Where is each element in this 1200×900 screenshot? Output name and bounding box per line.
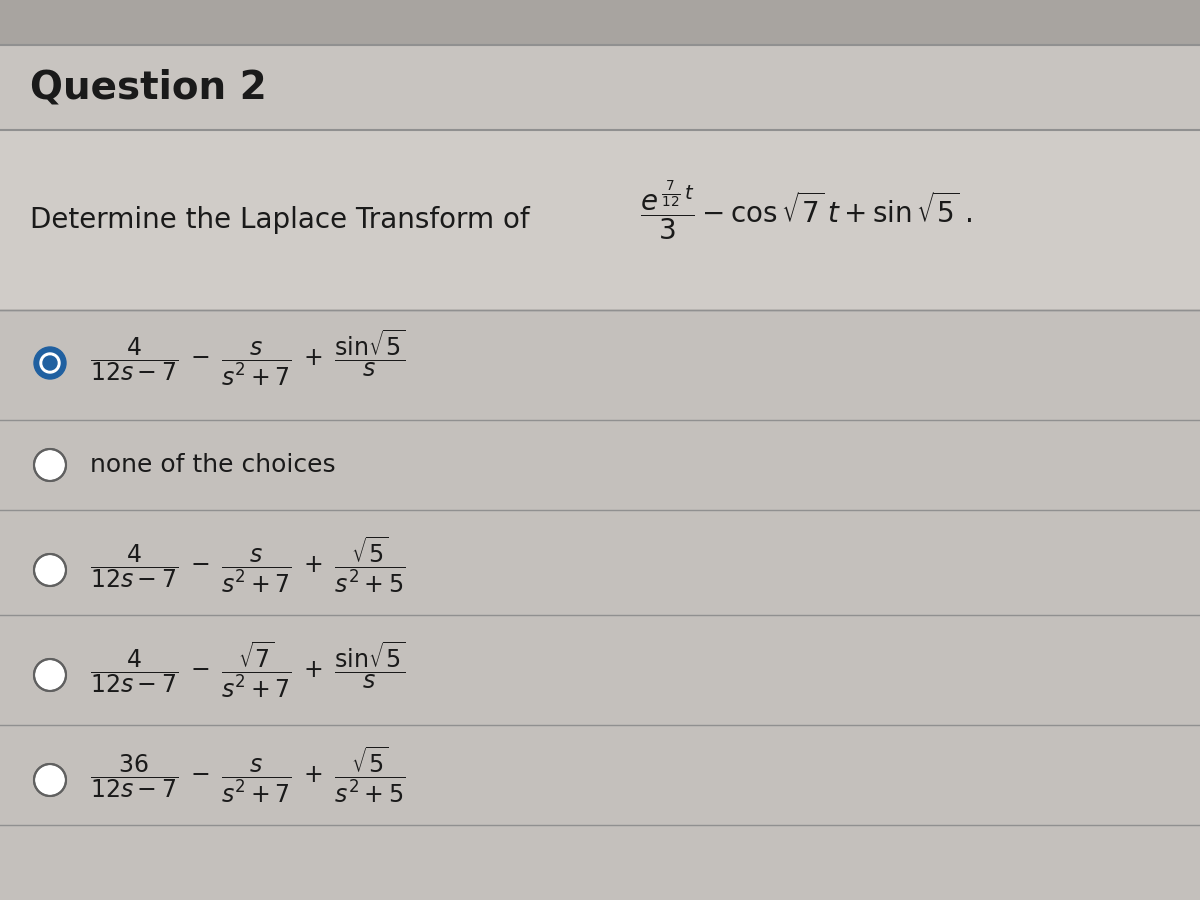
Bar — [0, 45, 1200, 130]
Circle shape — [43, 356, 58, 370]
Text: $\dfrac{e^{\,\frac{7}{12}\,t}}{3} - \cos\sqrt{7}\,t + \sin\sqrt{5}\;.$: $\dfrac{e^{\,\frac{7}{12}\,t}}{3} - \cos… — [640, 178, 973, 242]
Text: Determine the Laplace Transform of: Determine the Laplace Transform of — [30, 206, 529, 234]
Circle shape — [34, 554, 66, 586]
Circle shape — [34, 449, 66, 481]
Text: Question 2: Question 2 — [30, 69, 266, 107]
Text: $\dfrac{4}{12s-7}\;-\;\dfrac{\sqrt{7}}{s^2+7}\;+\;\dfrac{\sin\!\sqrt{5}}{s}$: $\dfrac{4}{12s-7}\;-\;\dfrac{\sqrt{7}}{s… — [90, 640, 406, 700]
Text: $\dfrac{4}{12s-7}\;-\;\dfrac{s}{s^2+7}\;+\;\dfrac{\sin\!\sqrt{5}}{s}$: $\dfrac{4}{12s-7}\;-\;\dfrac{s}{s^2+7}\;… — [90, 328, 406, 388]
Text: none of the choices: none of the choices — [90, 453, 336, 477]
Bar — [0, 0, 1200, 45]
Circle shape — [34, 347, 66, 379]
Circle shape — [40, 353, 60, 373]
Bar — [0, 130, 1200, 310]
Bar — [0, 310, 1200, 900]
Text: $\dfrac{4}{12s-7}\;-\;\dfrac{s}{s^2+7}\;+\;\dfrac{\sqrt{5}}{s^2+5}$: $\dfrac{4}{12s-7}\;-\;\dfrac{s}{s^2+7}\;… — [90, 535, 406, 595]
Circle shape — [34, 764, 66, 796]
Circle shape — [34, 659, 66, 691]
Text: $\dfrac{36}{12s-7}\;-\;\dfrac{s}{s^2+7}\;+\;\dfrac{\sqrt{5}}{s^2+5}$: $\dfrac{36}{12s-7}\;-\;\dfrac{s}{s^2+7}\… — [90, 745, 406, 806]
